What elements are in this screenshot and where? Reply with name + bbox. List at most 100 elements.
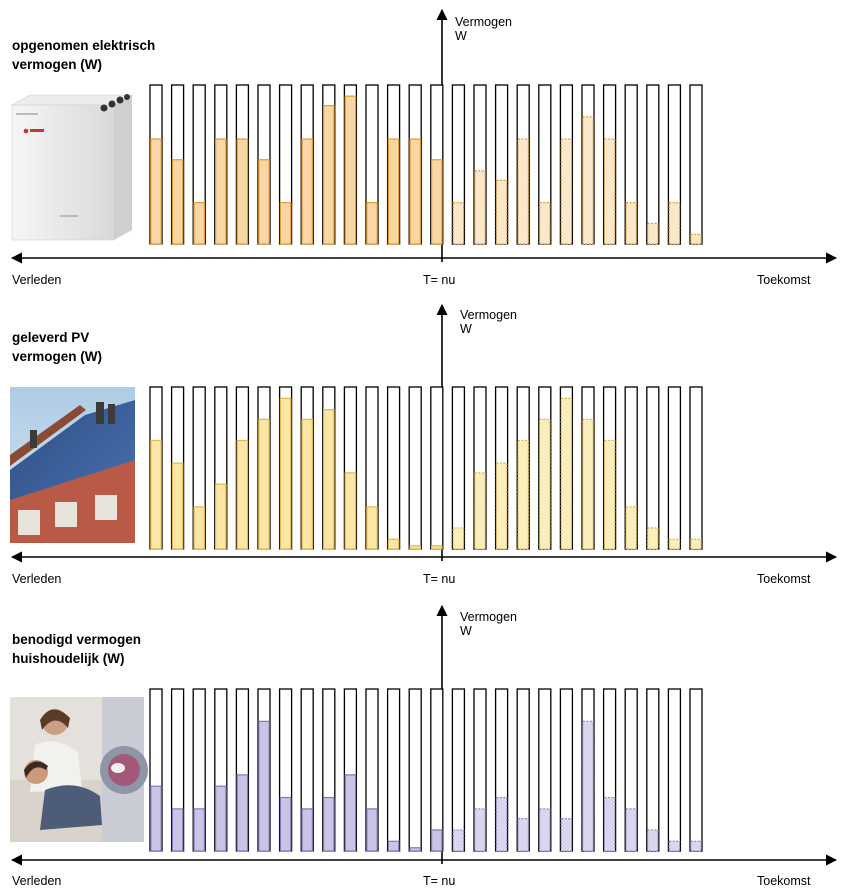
past-bar-pv	[300, 386, 314, 550]
bar-fill	[474, 170, 486, 245]
past-bar-household	[408, 688, 422, 852]
bar-fill	[258, 418, 270, 550]
panel-title-household: benodigd vermogen huishoudelijk (W)	[12, 632, 142, 666]
bar-slot	[430, 386, 444, 550]
past-bar-household	[278, 688, 293, 852]
future-bar-pv	[646, 386, 660, 550]
past-bar-household	[322, 688, 336, 852]
bar-fill	[236, 439, 249, 550]
bar-fill	[517, 138, 529, 245]
future-label-electric: Toekomst	[757, 273, 811, 287]
now-label-household: T= nu	[423, 874, 456, 888]
bar-fill	[495, 462, 508, 550]
bar-fill	[668, 202, 681, 245]
future-bar-pv	[473, 386, 487, 550]
y-axis-label-household: Vermogen W	[460, 610, 517, 638]
bar-slot	[451, 688, 466, 852]
future-bar-pv	[689, 386, 703, 550]
past-bar-household	[430, 688, 444, 852]
bar-fill	[150, 138, 162, 245]
bar-fill	[344, 472, 357, 550]
bar-fill	[431, 829, 443, 852]
past-bar-household	[343, 688, 358, 852]
bar-fill	[409, 545, 421, 550]
bar-fill	[517, 817, 529, 852]
past-bar-pv	[278, 386, 293, 550]
past-bar-electric	[430, 84, 444, 245]
future-bar-electric	[646, 84, 660, 245]
bar-slot	[646, 688, 660, 852]
future-bar-electric	[473, 84, 487, 245]
bar-fill	[603, 138, 616, 245]
bar-fill	[344, 774, 357, 852]
now-label-electric: T= nu	[423, 273, 456, 287]
past-bar-pv	[170, 386, 185, 550]
future-label-household: Toekomst	[757, 874, 811, 888]
bar-fill	[495, 796, 508, 852]
bar-fill	[193, 506, 205, 550]
bar-fill	[431, 545, 443, 550]
future-bar-electric	[689, 84, 703, 245]
bar-slot	[689, 84, 703, 245]
bar-fill	[625, 506, 637, 550]
future-bar-electric	[494, 84, 509, 245]
future-bar-household	[646, 688, 660, 852]
future-bar-pv	[581, 386, 595, 550]
past-bar-household	[214, 688, 228, 852]
future-label-pv: Toekomst	[757, 572, 811, 586]
bar-fill	[517, 439, 529, 550]
now-label-pv: T= nu	[423, 572, 456, 586]
bar-fill	[193, 202, 205, 245]
past-bar-household	[192, 688, 206, 852]
past-bar-household	[149, 688, 163, 852]
bar-fill	[323, 796, 335, 852]
past-bar-electric	[170, 84, 185, 245]
bar-slot	[646, 84, 660, 245]
bar-fill	[538, 202, 551, 245]
bar-fill	[323, 105, 335, 245]
bar-fill	[279, 202, 292, 245]
bar-fill	[236, 138, 249, 245]
bar-fill	[582, 116, 594, 245]
y-axis-label-pv: Vermogen W	[460, 308, 517, 336]
past-bar-pv	[149, 386, 163, 550]
bar-fill	[193, 808, 205, 852]
future-bar-household	[473, 688, 487, 852]
bar-fill	[301, 418, 313, 550]
past-bar-household	[300, 688, 314, 852]
panel-title-electric: opgenomen elektrisch vermogen (W)	[12, 38, 156, 72]
past-bar-household	[170, 688, 185, 852]
past-bar-electric	[192, 84, 206, 245]
bar-fill	[474, 472, 486, 550]
future-bar-electric	[667, 84, 682, 245]
bar-fill	[452, 527, 465, 550]
bar-fill	[646, 222, 659, 245]
future-bar-electric	[451, 84, 466, 245]
future-bar-household	[689, 688, 703, 852]
past-bar-pv	[365, 386, 379, 550]
future-bar-pv	[667, 386, 682, 550]
bar-fill	[560, 817, 573, 852]
past-label-electric: Verleden	[12, 273, 62, 287]
bar-fill	[366, 202, 378, 245]
bar-fill	[258, 159, 270, 245]
past-bar-pv	[192, 386, 206, 550]
solar-roof-picture	[10, 387, 135, 543]
bar-fill	[646, 527, 659, 550]
past-bar-electric	[322, 84, 336, 245]
past-bar-electric	[149, 84, 163, 245]
future-bar-electric	[538, 84, 552, 245]
past-bar-electric	[365, 84, 379, 245]
bar-fill	[387, 538, 400, 550]
bar-fill	[301, 808, 313, 852]
bar-fill	[431, 159, 443, 245]
future-bar-pv	[451, 386, 466, 550]
bar-fill	[236, 774, 249, 852]
bar-fill	[582, 720, 594, 852]
past-bar-pv	[235, 386, 250, 550]
future-bar-household	[516, 688, 530, 852]
bar-slot	[408, 688, 422, 852]
future-bar-pv	[602, 386, 617, 550]
bar-fill	[474, 808, 486, 852]
bar-fill	[215, 785, 227, 852]
